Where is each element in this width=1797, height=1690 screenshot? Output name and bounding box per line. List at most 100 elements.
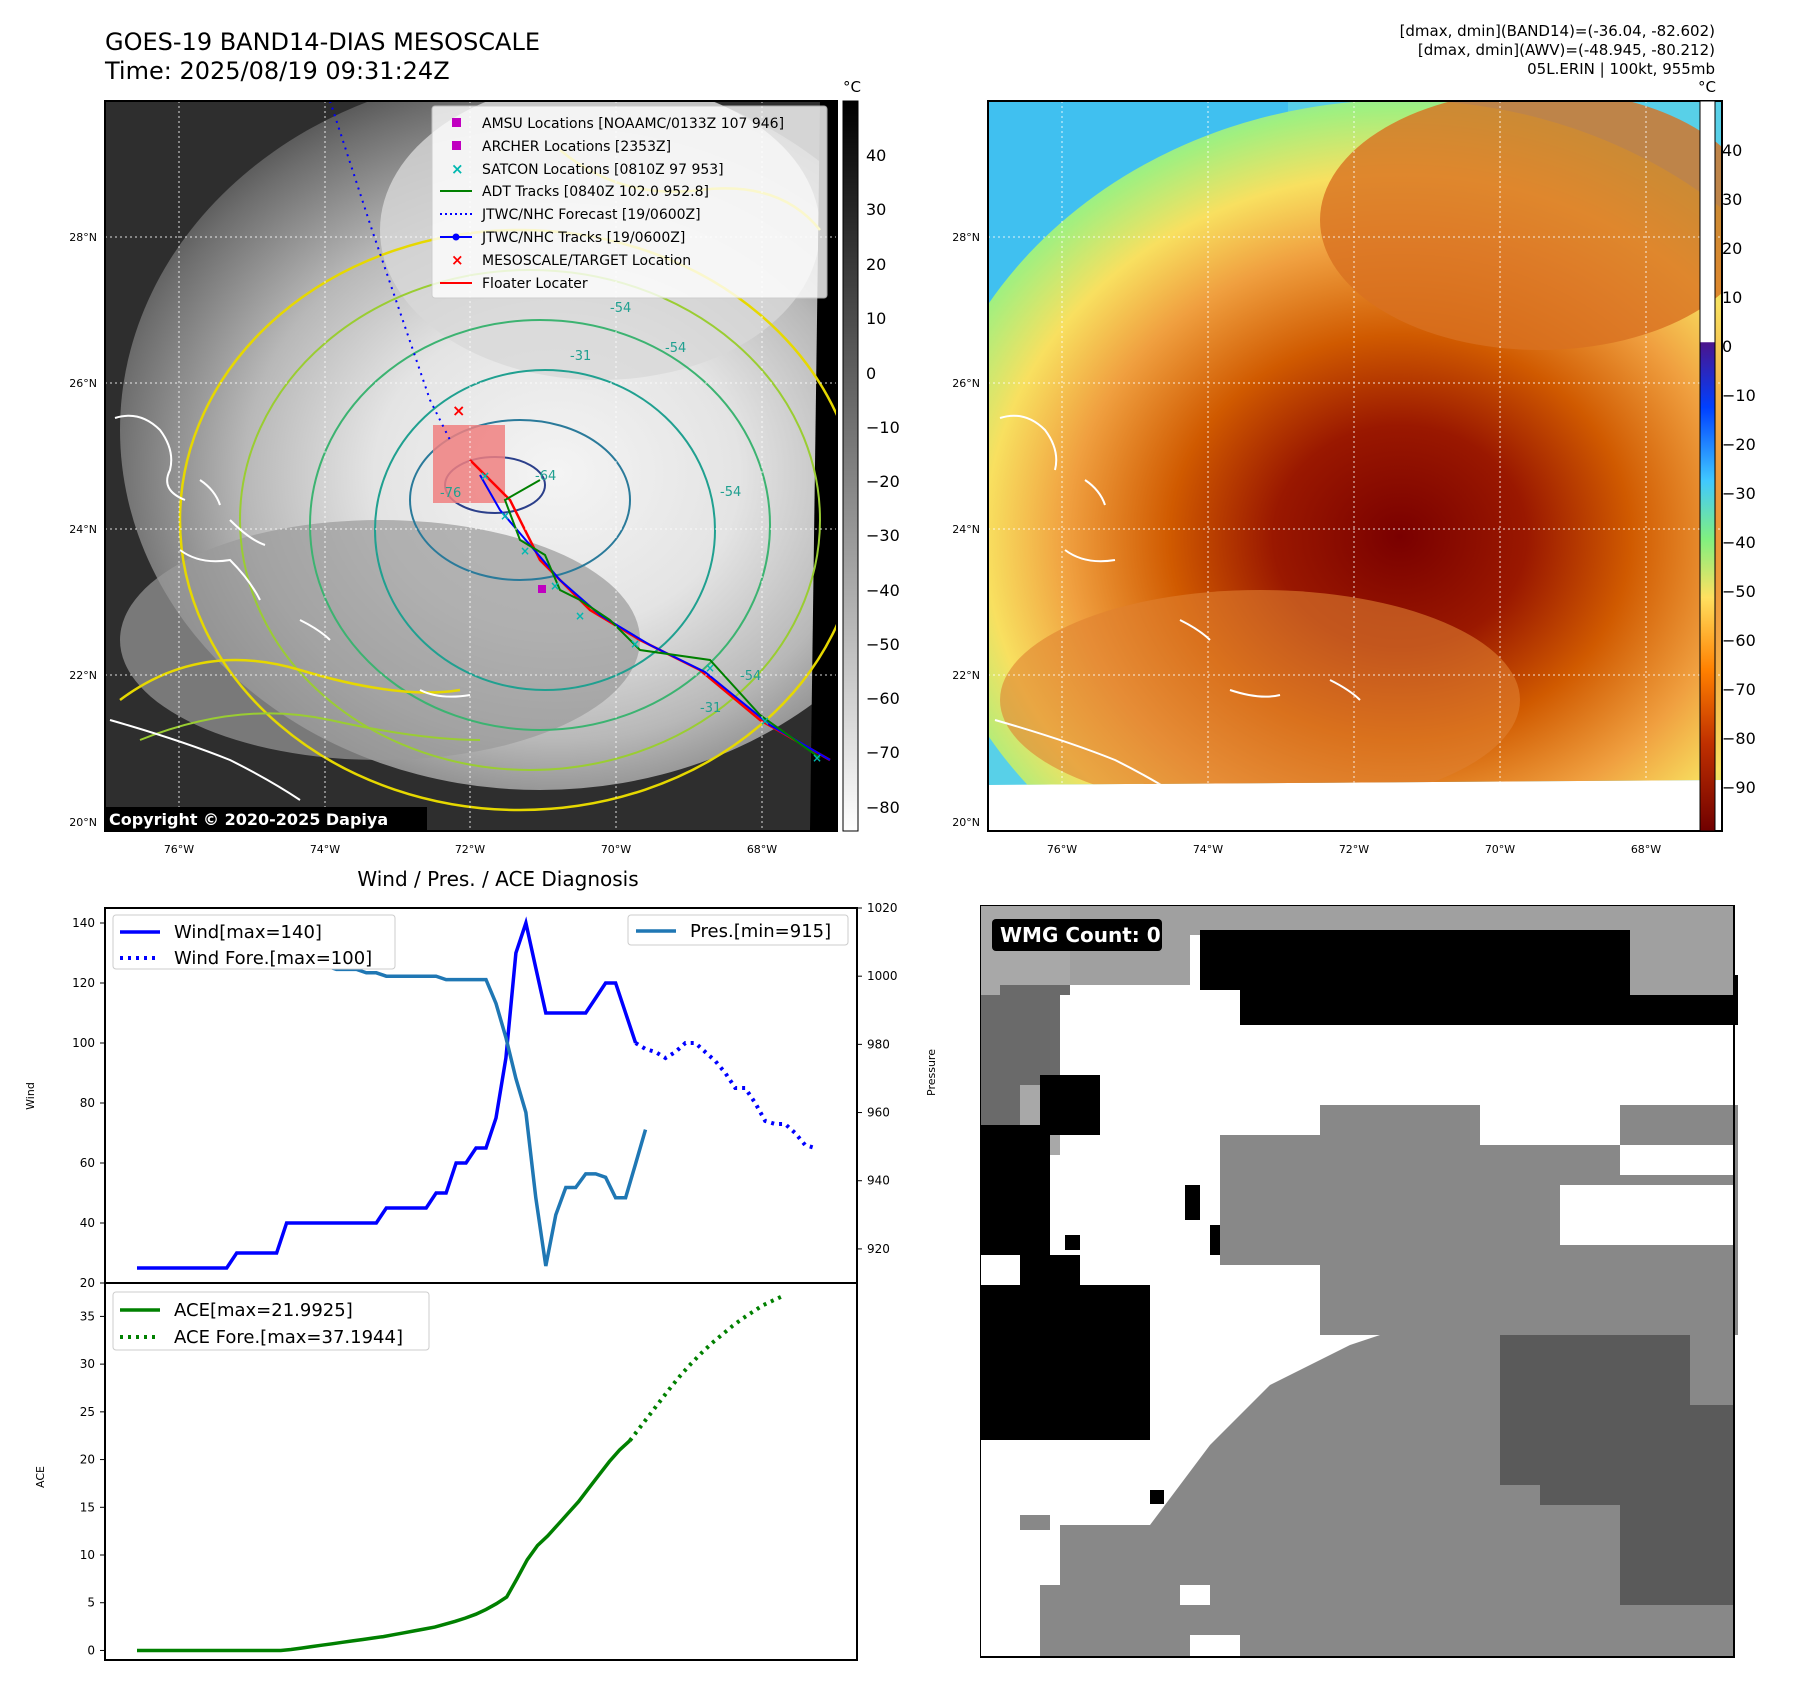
ir-map-panel: × × × × × × × × × × -54 -31 -54 -54 -76 -64 -5… (69, 78, 900, 856)
wind-tick-label: 40 (80, 1216, 95, 1230)
lat-label: 20°N (952, 816, 980, 829)
diagnosis-charts: Wind / Pres. / ACE Diagnosis 20406080100… (24, 867, 898, 1661)
legend-label: Wind[max=140] (174, 922, 322, 943)
ir-map-lat-labels: 28°N 26°N 24°N 22°N 20°N (69, 231, 97, 829)
color-map-panel: 28°N 26°N 24°N 22°N 20°N 76°W 74°W 72°W … (952, 78, 1756, 856)
colorbar-tick: −80 (1722, 729, 1756, 748)
ace-tick-label: 15 (80, 1500, 95, 1514)
colorbar-tick: −20 (866, 472, 900, 491)
legend-label: JTWC/NHC Forecast [19/0600Z] (481, 207, 701, 223)
lat-label: 24°N (69, 523, 97, 536)
pressure-tick-label: 1000 (867, 969, 898, 983)
legend-label: ACE[max=21.9925] (174, 1300, 353, 1321)
lat-label: 28°N (69, 231, 97, 244)
wind-tick-label: 140 (72, 916, 95, 930)
contour-labels: -54 -31 -54 -54 -76 -64 -54 -31 (440, 301, 761, 716)
lat-label: 28°N (952, 231, 980, 244)
colorbar-tick: 10 (866, 309, 886, 328)
lon-label: 76°W (1047, 843, 1077, 856)
wmg-count-label: WMG Count: 0 (1000, 923, 1161, 947)
wmg-count-badge (992, 919, 1162, 951)
ace-tick-label: 5 (87, 1596, 95, 1610)
lon-label: 68°W (1631, 843, 1661, 856)
wind-legend: Wind[max=140] Wind Fore.[max=100] (112, 914, 396, 970)
target-marker: × (452, 401, 465, 420)
diagnostic-info: [dmax, dmin](BAND14)=(-36.04, -82.602) [… (1400, 22, 1715, 79)
legend-label: Pres.[min=915] (690, 921, 831, 942)
info-line-1: [dmax, dmin](BAND14)=(-36.04, -82.602) (1399, 22, 1715, 40)
colorbar-tick: −10 (1722, 386, 1756, 405)
lat-label: 26°N (69, 377, 97, 390)
legend-label: AMSU Locations [NOAAMC/0133Z 107 946] (482, 116, 784, 132)
legend-marker-square (452, 141, 461, 150)
wind-pressure-chart: 20 40 60 80 100 120 140 920 940 960 980 1000 1020 Win… (72, 901, 897, 1290)
ir-colorbar (842, 100, 859, 832)
colorbar-tick: 30 (1722, 190, 1742, 209)
colorbar-tick: −70 (1722, 680, 1756, 699)
lon-label: 74°W (1193, 843, 1223, 856)
colorbar-tick: 40 (866, 146, 886, 165)
legend-label: Floater Locater (482, 276, 588, 292)
color-colorbar (1699, 100, 1716, 832)
colorbar-tick: −50 (1722, 582, 1756, 601)
legend-marker-dot (452, 233, 460, 241)
wmg-panel: WMG Count: 0 (980, 905, 1738, 1658)
colorbar-tick: 20 (1722, 239, 1742, 258)
wind-axis-label: Wind (24, 1082, 37, 1110)
ace-tick-label: 20 (80, 1453, 95, 1467)
series-line (137, 1439, 632, 1653)
title-line-2: Time: 2025/08/19 09:31:24Z (105, 57, 450, 85)
title-line-1: GOES-19 BAND14-DIAS MESOSCALE (105, 28, 541, 56)
legend-label: SATCON Locations [0810Z 97 953] (482, 162, 724, 178)
series-line (137, 916, 638, 1270)
ace-tick-label: 0 (87, 1643, 95, 1657)
contour-label: -54 (740, 669, 761, 684)
legend-label: JTWC/NHC Tracks [19/0600Z] (481, 230, 685, 246)
lon-label: 72°W (455, 843, 485, 856)
lon-label: 68°W (747, 843, 777, 856)
coastlines (109, 414, 471, 801)
contour-label: -54 (610, 301, 631, 316)
svg-text:×: × (575, 609, 585, 623)
lat-label: 22°N (952, 669, 980, 682)
color-map-lon-labels: 76°W 74°W 72°W 70°W 68°W (1047, 843, 1661, 856)
color-map-coastlines (994, 414, 1361, 785)
ace-axis-label: ACE (34, 1466, 47, 1488)
lat-label: 26°N (952, 377, 980, 390)
pressure-tick-label: 920 (867, 1242, 890, 1256)
colorbar-tick: −40 (866, 581, 900, 600)
colorbar-tick: −80 (866, 798, 900, 817)
archer-marker (538, 585, 546, 593)
lon-label: 74°W (310, 843, 340, 856)
ace-tick-label: 35 (80, 1309, 95, 1323)
svg-text:×: × (812, 751, 822, 765)
wind-tick-label: 20 (80, 1276, 95, 1290)
wind-tick-label: 120 (72, 976, 95, 990)
svg-text:×: × (500, 509, 510, 523)
colorbar-tick: −30 (866, 526, 900, 545)
svg-text:×: × (480, 469, 490, 483)
pressure-tick-label: 980 (867, 1037, 890, 1051)
contour-label: -54 (720, 485, 741, 500)
copyright-box (105, 807, 427, 831)
legend-label: ADT Tracks [0840Z 102.0 952.8] (482, 184, 709, 200)
contour-label: -64 (535, 469, 556, 484)
colorbar-tick: 20 (866, 255, 886, 274)
lon-label: 76°W (164, 843, 194, 856)
wind-tick-label: 100 (72, 1036, 95, 1050)
colorbar-tick: −40 (1722, 533, 1756, 552)
colorbar-tick: 30 (866, 200, 886, 219)
series-line (634, 1041, 816, 1150)
ace-tick-label: 10 (80, 1548, 95, 1562)
colorbar-tick: −10 (866, 418, 900, 437)
info-line-3: 05L.ERIN | 100kt, 955mb (1527, 60, 1715, 78)
contour-label: -76 (440, 486, 461, 501)
svg-text:×: × (630, 637, 640, 651)
ace-tick-label: 30 (80, 1357, 95, 1371)
ace-legend: ACE[max=21.9925] ACE Fore.[max=37.1944] (112, 1291, 430, 1351)
colorbar-tick: −20 (1722, 435, 1756, 454)
ir-map-legend: × × AMSU Locations [NOAAMC/0133Z 107 946]… (431, 105, 828, 299)
color-map-lat-labels: 28°N 26°N 24°N 22°N 20°N (952, 231, 980, 829)
colorbar-tick: −60 (866, 689, 900, 708)
svg-text:×: × (705, 661, 715, 675)
